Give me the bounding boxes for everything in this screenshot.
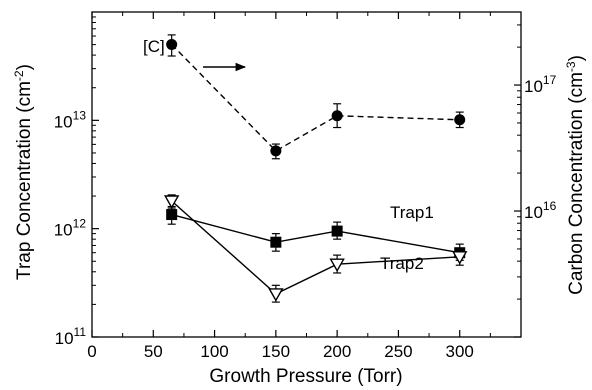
x-axis-label: Growth Pressure (Torr)	[209, 366, 402, 387]
data-point-trap1	[270, 236, 282, 248]
x-tick-label: 150	[262, 342, 290, 361]
x-tick-label: 200	[323, 342, 351, 361]
labels-layer: 0 50 100 150 200 250 300 1011 1012 1013 1016 1017 [C…	[54, 37, 557, 361]
x-tick-label: 50	[144, 342, 163, 361]
y-left-tick-label: 1013	[54, 108, 87, 131]
series-line-trap2	[171, 200, 460, 295]
data-point-c	[454, 114, 466, 126]
series-label-trap1: Trap1	[390, 203, 434, 222]
data-point-trap1	[331, 225, 343, 237]
y-axis-left-label: Trap Concentration (cm-2)	[12, 64, 35, 280]
series-line-c	[171, 43, 460, 152]
x-tick-label: 100	[200, 342, 228, 361]
data-point-trap2	[268, 288, 284, 302]
ticks-layer	[91, 12, 521, 338]
series-label-c: [C]	[143, 37, 165, 56]
data-point-trap2	[452, 251, 468, 265]
y-right-tick-label: 1017	[524, 73, 557, 96]
data-point-c	[270, 145, 282, 157]
y-left-tick-label: 1011	[55, 325, 87, 348]
data-point-trap2	[163, 195, 180, 209]
series-layer	[163, 34, 468, 303]
y-right-tick-label: 1016	[524, 199, 557, 222]
series-label-trap2: Trap2	[380, 254, 424, 273]
data-point-trap1	[166, 209, 178, 221]
x-tick-label: 300	[446, 342, 474, 361]
data-point-c	[166, 38, 178, 50]
y-left-tick-label: 1012	[54, 217, 87, 240]
data-point-c	[331, 110, 343, 122]
x-tick-label: 0	[87, 342, 96, 361]
plot-frame	[91, 11, 522, 338]
series-line-trap1	[171, 213, 460, 254]
data-point-trap2	[329, 258, 345, 273]
x-tick-label: 250	[384, 342, 412, 361]
y-axis-right-label: Carbon Concentration (cm-3)	[564, 55, 587, 295]
